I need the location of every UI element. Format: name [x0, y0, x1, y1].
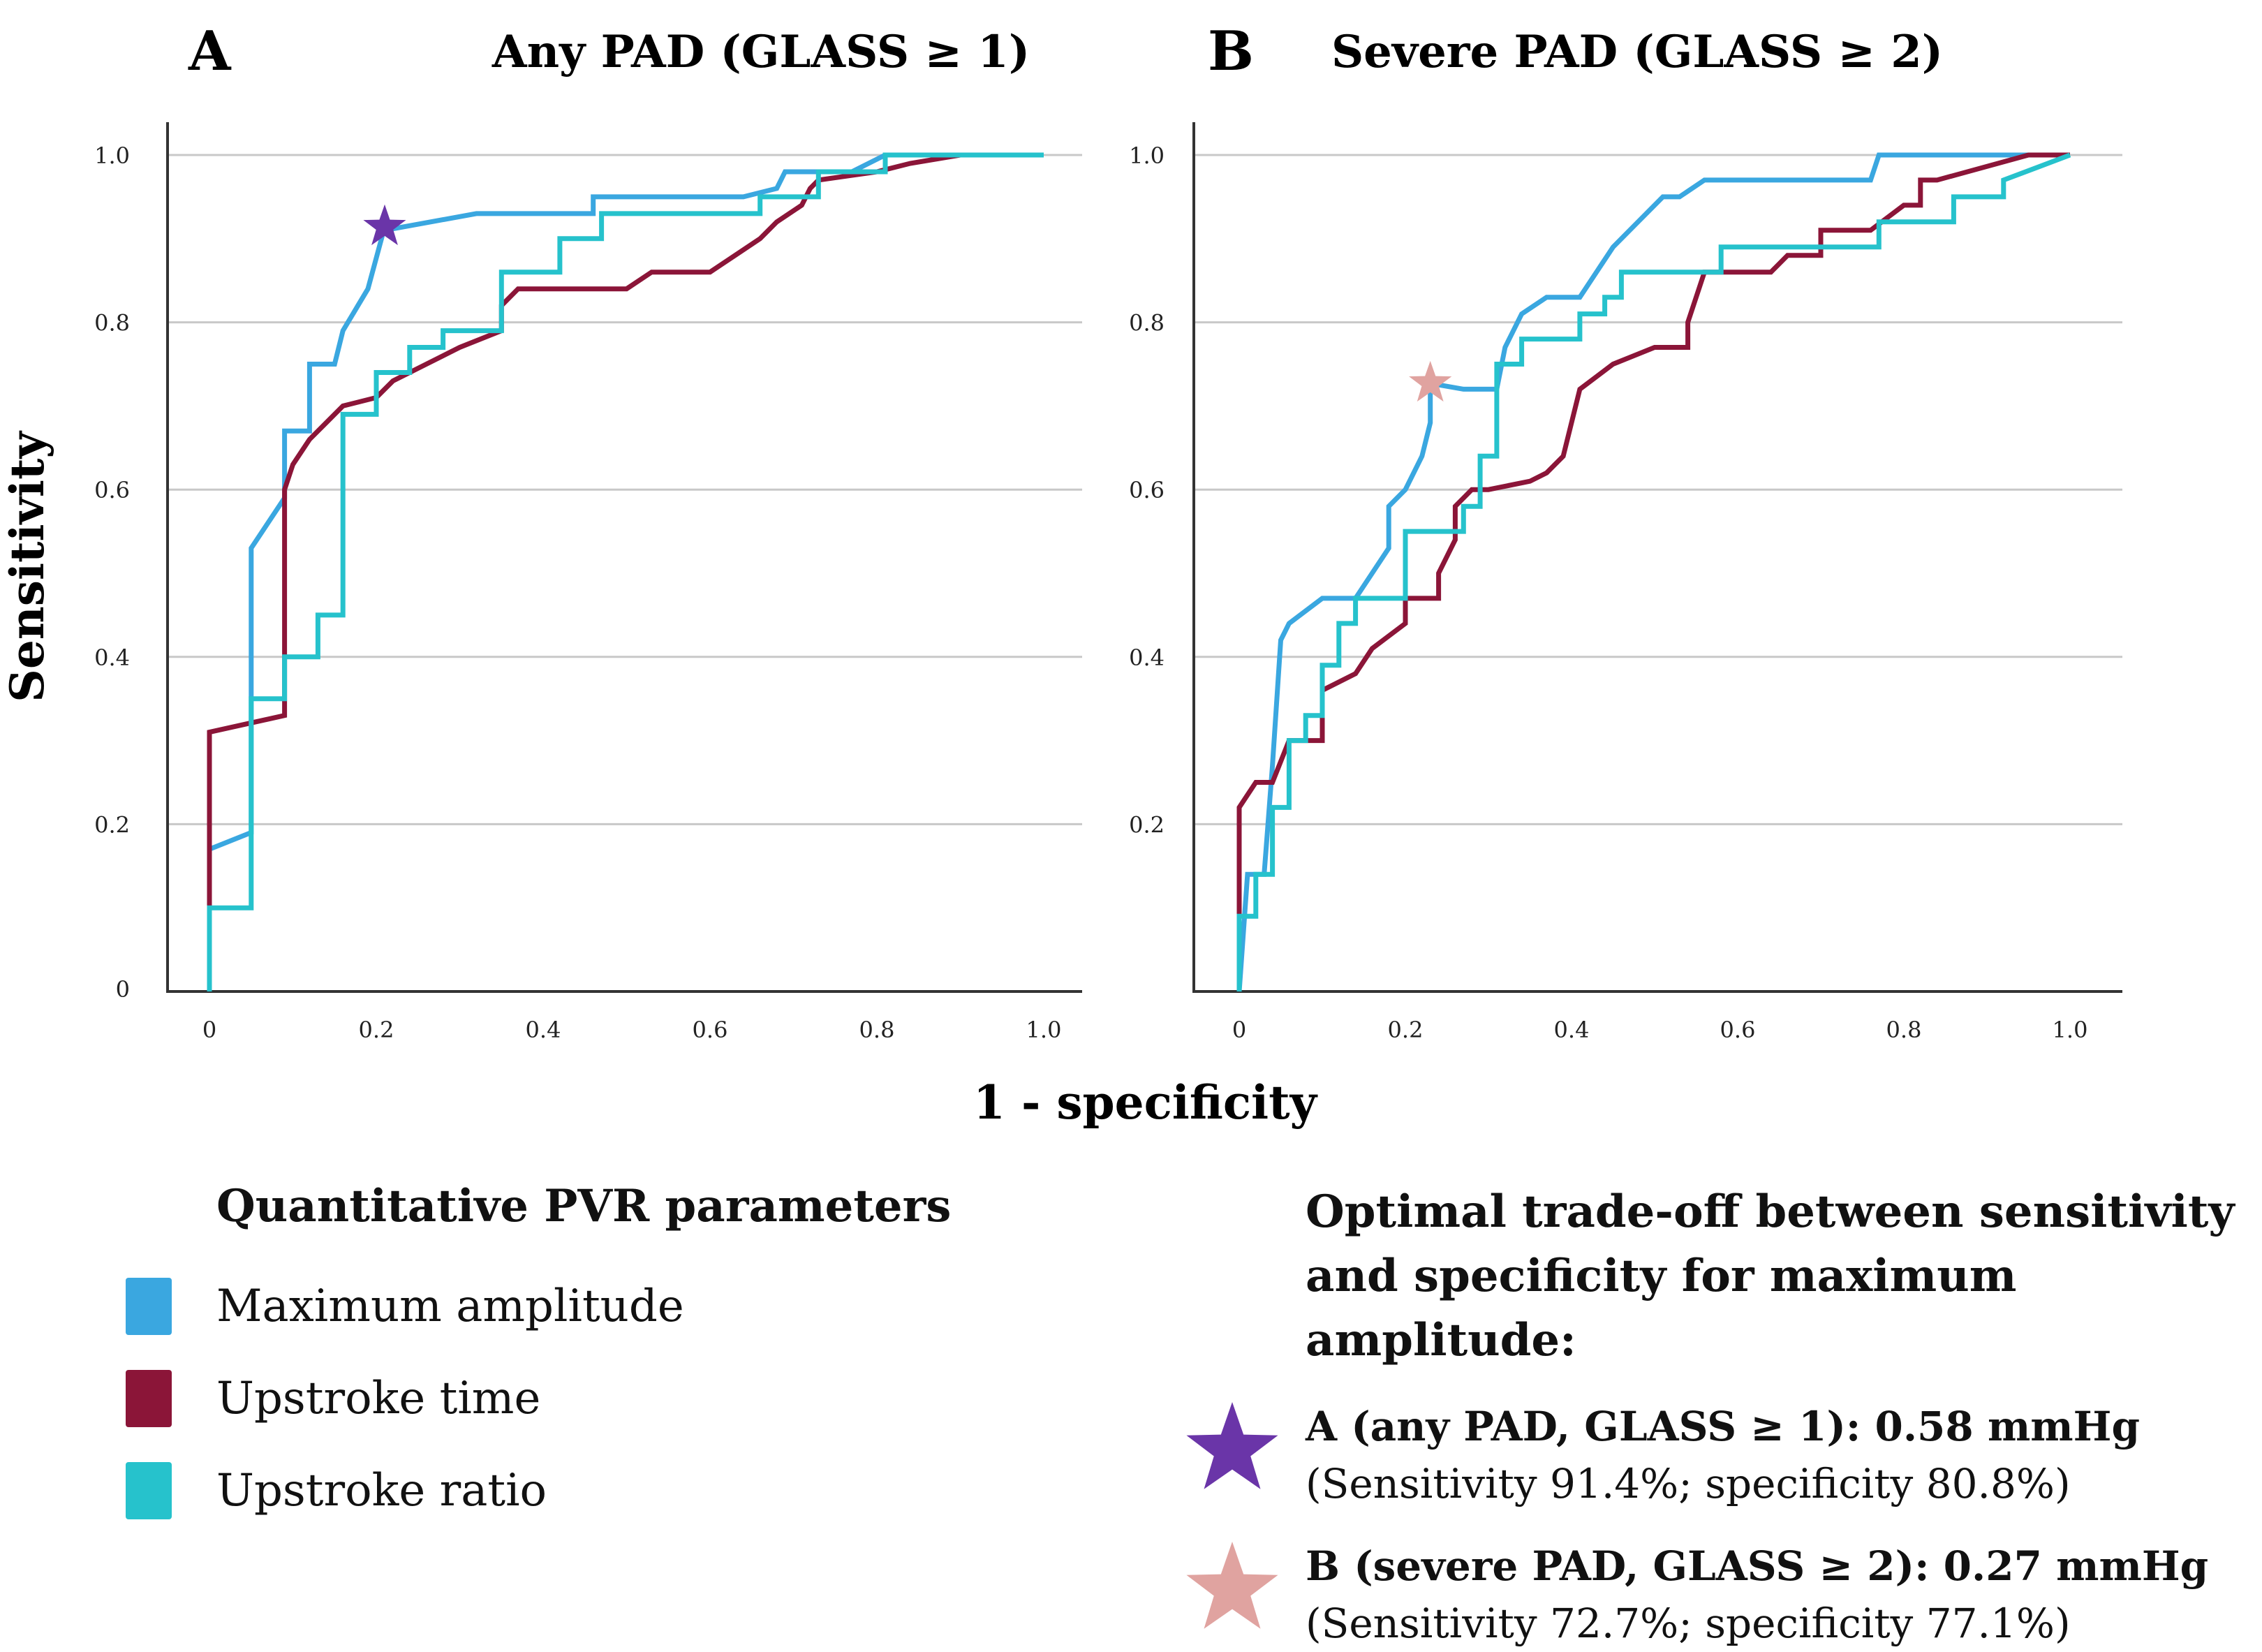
- series-line-upstroke-time: [1236, 152, 2070, 917]
- series-line-upstroke-ratio: [1236, 152, 2071, 991]
- legend-title: Quantitative PVR parameters: [216, 1180, 952, 1232]
- roc-figure: A Any PAD (GLASS ≥ 1) 0 0.2 0.4 0.6 0.8 1.0 0 0.2…: [0, 20, 2122, 1130]
- y-axis-label: Sensitivity: [0, 431, 54, 702]
- legend-label: Upstroke ratio: [216, 1465, 547, 1517]
- y-tick-label: 0: [116, 976, 130, 1003]
- axis-lines: [1192, 122, 2122, 993]
- series-line-maximum-amplitude: [207, 152, 1044, 991]
- y-tick-label: 0.6: [1129, 477, 1165, 503]
- x-tick-label: 0.2: [359, 1017, 394, 1043]
- optimal-heading-a: A (any PAD, GLASS ≥ 1): 0.58 mmHg: [1306, 1403, 2141, 1450]
- x-tick-label: 1.0: [1026, 1017, 1062, 1043]
- x-tick-label: 0.4: [526, 1017, 561, 1043]
- x-tick-label: 0.6: [1720, 1017, 1756, 1043]
- panel-letter: B: [1208, 20, 1254, 83]
- optimal-detail-b: (Sensitivity 72.7%; specificity 77.1%): [1306, 1600, 2071, 1647]
- optimal-title-line2: and specificity for maximum amplitude:: [1306, 1250, 2017, 1366]
- panel-b: B Severe PAD (GLASS ≥ 2) 0.2 0.4 0.6 0.8 1.0 0 0…: [1129, 20, 2122, 1043]
- legend-swatch-upstroke-ratio: [126, 1462, 172, 1519]
- legend-label: Maximum amplitude: [216, 1281, 684, 1332]
- y-tick-label: 0.2: [1129, 811, 1165, 838]
- y-tick-label: 0.2: [94, 811, 130, 838]
- x-tick-label: 0: [202, 1017, 216, 1043]
- star-shape: [1186, 1402, 1278, 1489]
- purple-star-icon: [1186, 1402, 1278, 1489]
- optimal-detail-a: (Sensitivity 91.4%; specificity 80.8%): [1306, 1460, 2071, 1507]
- axis-lines: [166, 122, 1082, 993]
- legend-item-upstroke-time: Upstroke time: [126, 1352, 1033, 1445]
- optimal-point-star-icon: [1409, 360, 1452, 402]
- optimal-item-a: A (any PAD, GLASS ≥ 1): 0.58 mmHg (Sensi…: [1180, 1398, 2255, 1512]
- x-tick-label: 0.2: [1388, 1017, 1424, 1043]
- pink-star-icon: [1186, 1542, 1278, 1629]
- y-tick-label: 0.4: [94, 644, 130, 671]
- star-shape: [1186, 1542, 1278, 1629]
- panel-title: Severe PAD (GLASS ≥ 2): [1331, 26, 1943, 78]
- legend-item-maximum-amplitude: Maximum amplitude: [126, 1260, 1033, 1352]
- y-tick-label: 1.0: [1129, 142, 1165, 169]
- optimal-tradeoff-box: Optimal trade-off between sensitivity an…: [1180, 1180, 2255, 1652]
- optimal-point-star-icon: [363, 204, 406, 246]
- y-tick-label: 1.0: [94, 142, 130, 169]
- panel-title: Any PAD (GLASS ≥ 1): [491, 26, 1030, 78]
- x-tick-label: 1.0: [2053, 1017, 2088, 1043]
- x-tick-label: 0: [1232, 1017, 1246, 1043]
- series-line-upstroke-time: [207, 152, 1044, 908]
- optimal-heading-b: B (severe PAD, GLASS ≥ 2): 0.27 mmHg: [1306, 1542, 2209, 1590]
- y-tick-label: 0.8: [1129, 310, 1165, 337]
- legend-swatch-maximum-amplitude: [126, 1278, 172, 1335]
- series-legend: Quantitative PVR parameters Maximum ampl…: [126, 1180, 1033, 1537]
- series-line-maximum-amplitude: [1236, 152, 2070, 992]
- x-tick-label: 0.8: [859, 1017, 895, 1043]
- x-axis-label: 1 - specificity: [973, 1075, 1318, 1130]
- x-tick-label: 0.4: [1554, 1017, 1590, 1043]
- optimal-title-line1: Optimal trade-off between sensitivity: [1306, 1186, 2235, 1238]
- y-tick-label: 0.4: [1129, 644, 1165, 671]
- panel-a: A Any PAD (GLASS ≥ 1) 0 0.2 0.4 0.6 0.8 1.0 0 0.2…: [94, 20, 1082, 1043]
- legend-swatch-upstroke-time: [126, 1370, 172, 1427]
- legend-item-upstroke-ratio: Upstroke ratio: [126, 1445, 1033, 1537]
- x-tick-label: 0.6: [693, 1017, 728, 1043]
- x-tick-label: 0.8: [1886, 1017, 1922, 1043]
- panel-letter: A: [188, 20, 232, 83]
- y-tick-label: 0.6: [94, 477, 130, 503]
- legend-label: Upstroke time: [216, 1373, 541, 1424]
- optimal-item-b: B (severe PAD, GLASS ≥ 2): 0.27 mmHg (Se…: [1180, 1537, 2255, 1652]
- series-line-upstroke-ratio: [207, 152, 1044, 991]
- y-tick-label: 0.8: [94, 310, 130, 337]
